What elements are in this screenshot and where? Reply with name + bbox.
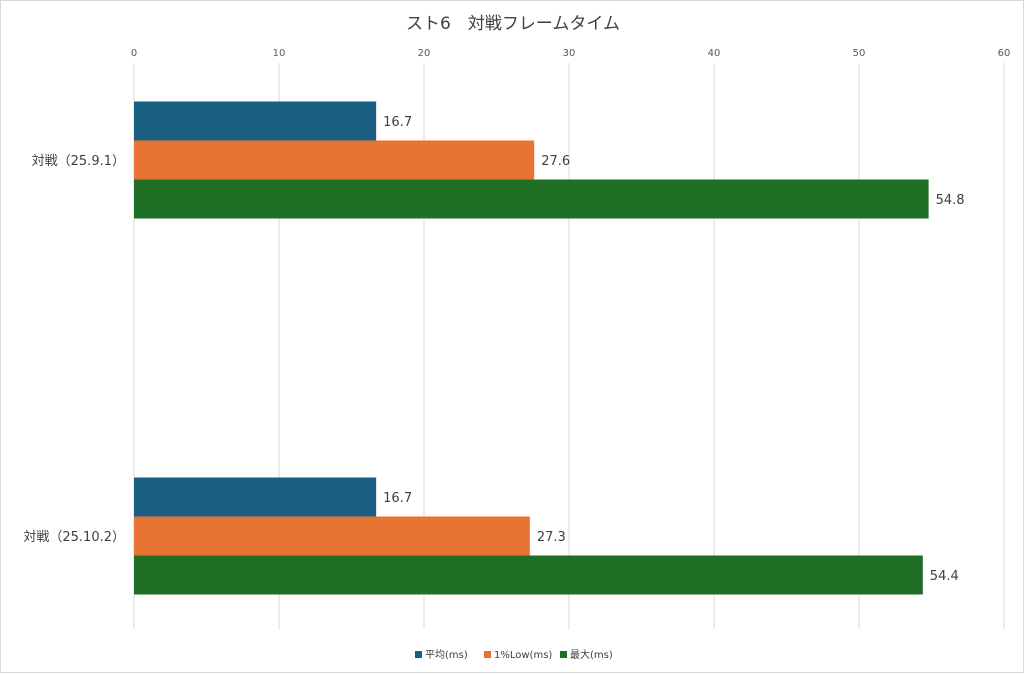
legend-swatch [415,651,422,658]
x-tick-label: 0 [131,48,137,59]
data-label: 16.7 [383,115,412,130]
bar [134,140,535,180]
x-tick-label: 50 [853,48,866,59]
category-label: 対戦（25.9.1） [32,154,125,169]
category-labels: 対戦（25.9.1） 対戦（25.10.2） [23,154,125,545]
x-tick-label: 40 [708,48,721,59]
chart-title: スト6 対戦フレームタイム [406,14,620,34]
legend-swatch [560,651,567,658]
x-tick-label: 10 [273,48,286,59]
bar [134,477,377,517]
category-label: 対戦（25.10.2） [23,530,125,545]
x-axis-ticks: 0 10 20 30 40 50 60 [131,48,1011,59]
bar [134,179,929,219]
bar [134,101,377,141]
x-tick-label: 60 [998,48,1011,59]
data-label: 27.3 [537,530,566,545]
legend-swatch [484,651,491,658]
data-label: 27.6 [541,154,570,169]
data-label: 54.4 [930,569,959,584]
legend-label: 平均(ms) [425,649,468,661]
x-tick-label: 30 [563,48,576,59]
bars: 16.7 27.6 54.8 16.7 27.3 54.4 [134,101,965,595]
legend-label: 最大(ms) [570,648,613,661]
bar [134,516,530,556]
data-label: 16.7 [383,491,412,506]
data-label: 54.8 [936,193,965,208]
x-tick-label: 20 [418,48,431,59]
bar [134,555,923,595]
legend: 平均(ms) 1%Low(ms) 最大(ms) [415,648,613,661]
legend-label: 1%Low(ms) [494,650,552,661]
